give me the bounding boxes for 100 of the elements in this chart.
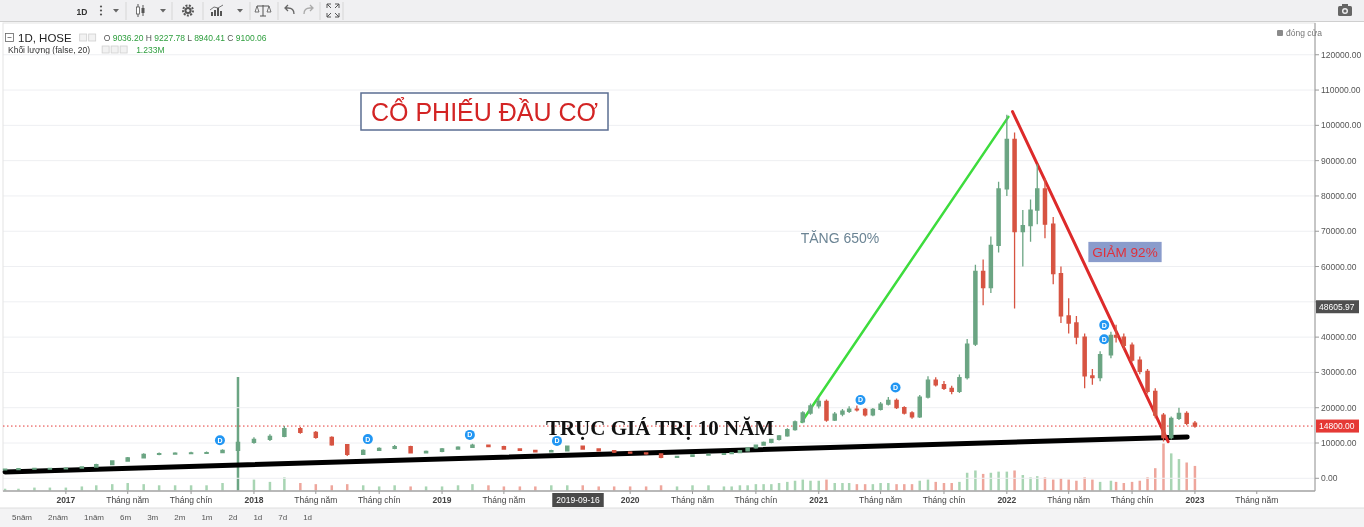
bar [597,486,600,491]
y-tick-label: 110000.00 [1321,85,1361,96]
candlestick [486,443,491,448]
bar [1075,480,1078,491]
x-tick-label: Tháng chín [169,495,213,505]
bar [887,483,890,491]
x-tick-label: 2021 [809,495,829,505]
candlestick [1020,209,1026,268]
candlestick [846,405,852,414]
text: 2019-09-16 [556,495,601,505]
bar [934,481,937,491]
bar [1013,470,1016,491]
x-tick-label: Tháng chín [922,495,966,505]
bar [786,481,789,491]
candlestick [423,449,429,455]
candlestick [949,385,954,395]
candlestick [611,449,617,454]
x-tick-label: 2017 [56,495,76,505]
candlestick [627,450,633,455]
candlestick [2,467,8,471]
candlestick [957,373,962,394]
candlestick [761,440,766,447]
bar [707,485,710,491]
candlestick [643,451,649,456]
bar [1162,443,1165,491]
candlestick [16,467,21,471]
bar [550,485,553,491]
bar [393,485,396,491]
candlestick [533,449,538,454]
x-tick-label: Tháng năm [859,495,903,505]
bar [142,484,145,491]
candlestick [79,465,85,470]
candlestick [886,396,891,407]
candlestick [862,407,868,418]
candlestick [776,434,782,442]
x-tick-label: Tháng chín [734,495,778,505]
bar [126,483,129,491]
text: 1D [76,6,88,17]
bar [299,483,302,491]
candlestick [1176,407,1182,421]
bar [879,483,882,491]
candlestick [1184,410,1189,426]
x-tick-label: Tháng chín [1110,495,1154,505]
candlestick [32,467,37,470]
bar [1091,479,1094,491]
bar [205,485,208,491]
candlestick [980,258,986,306]
x-tick-label: 2019 [432,495,452,505]
bar [903,484,906,491]
x-tick-label: Tháng năm [482,495,526,505]
y-tick-label: 100000.00 [1321,120,1362,131]
candlestick [1034,163,1040,225]
candlestick [1153,387,1158,419]
candlestick [1082,332,1087,389]
candlestick [125,456,130,463]
bar [691,485,694,491]
x-tick-label: 2018 [244,495,264,505]
candlestick [517,447,523,452]
bar [1083,477,1086,491]
candlestick [902,405,907,416]
bar [1185,462,1188,491]
candlestick [298,426,303,435]
annotation: đóng cửa [1286,28,1323,38]
y-tick-label: 30000.00 [1321,367,1357,378]
candlestick [251,436,257,445]
y-tick-label: 60000.00 [1321,261,1357,272]
x-tick-label: Tháng năm [1047,495,1091,505]
y-tick-label: 120000.00 [1321,49,1362,60]
bar [958,481,961,491]
candlestick [141,452,146,460]
candlestick [832,411,837,422]
candlestick [706,452,711,457]
candlestick [63,466,69,470]
candlestick [909,410,915,420]
candlestick [753,443,759,450]
candlestick [745,446,750,453]
candlestick [878,401,883,412]
candlestick [549,449,554,454]
candlestick [1012,131,1017,310]
candlestick [470,443,475,449]
bar [566,485,569,491]
candlestick [408,445,413,455]
annotation: O 9036.20 H 9227.78 L 8940.41 C 9100.06 [103,33,267,43]
bar [581,485,584,491]
bar [770,484,773,491]
bar [762,484,765,491]
candlestick [392,444,397,450]
text: CỔ PHIẾU ĐẦU CƠ [370,96,599,126]
bar [746,485,749,491]
candlestick [1113,324,1119,344]
bar [487,485,490,491]
y-tick-label: 10000.00 [1321,438,1357,448]
candlestick [808,402,813,416]
x-tick-label: Tháng chín [357,495,401,505]
annotation: 1.233M [136,45,165,55]
candlestick [204,450,209,455]
candlestick [580,445,585,451]
candlestick [267,433,273,442]
x-tick-label: 2023 [1185,495,1205,505]
bar [833,483,836,491]
